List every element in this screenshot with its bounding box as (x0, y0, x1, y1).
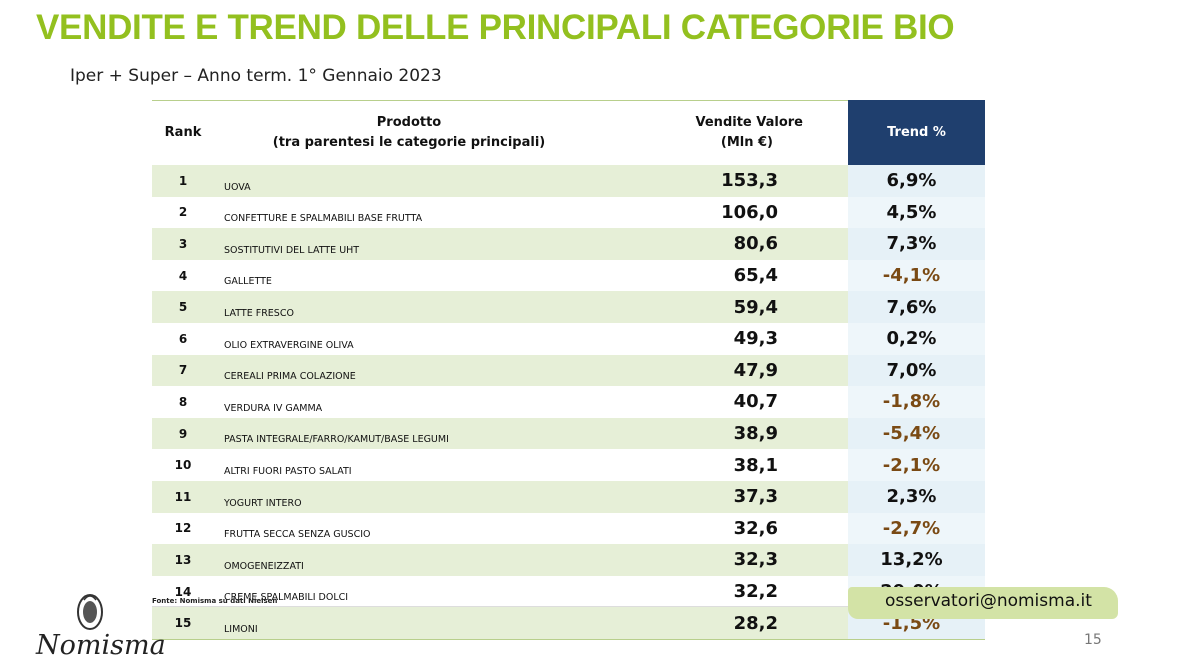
table-header-row: Rank Prodotto (tra parentesi le categori… (152, 100, 985, 165)
table-row: 8 VERDURA IV GAMMA 40,7 -1,8% (152, 386, 985, 418)
row-rank: 3 (152, 228, 214, 260)
row-rank: 6 (152, 322, 214, 355)
table-row: 6 OLIO EXTRAVERGINE OLIVA 49,3 0,2% (152, 322, 985, 355)
row-rank: 2 (152, 196, 214, 229)
row-value: 80,6 (604, 228, 848, 260)
page-subtitle: Iper + Super – Anno term. 1° Gennaio 202… (70, 66, 442, 86)
table-row: 13 OMOGENEIZZATI 32,3 13,2% (152, 544, 985, 576)
table-row: 9 PASTA INTEGRALE/FARRO/KAMUT/BASE LEGUMI… (152, 417, 985, 450)
row-value: 32,2 (604, 575, 848, 608)
table-row: 10 ALTRI FUORI PASTO SALATI 38,1 -2,1% (152, 449, 985, 481)
row-trend: 2,3% (848, 480, 985, 513)
page-title: VENDITE E TREND DELLE PRINCIPALI CATEGOR… (36, 8, 955, 47)
row-trend: 7,6% (848, 291, 985, 323)
table-row: 5 LATTE FRESCO 59,4 7,6% (152, 291, 985, 323)
row-trend: 6,9% (848, 165, 985, 197)
row-product: GALLETTE (214, 259, 604, 292)
row-product: OMOGENEIZZATI (214, 544, 604, 576)
header-value: Vendite Valore (Mln €) (604, 100, 848, 165)
row-value: 59,4 (604, 291, 848, 323)
row-value: 153,3 (604, 165, 848, 197)
table-row: 4 GALLETTE 65,4 -4,1% (152, 259, 985, 292)
row-rank: 13 (152, 544, 214, 576)
row-rank: 1 (152, 165, 214, 197)
header-product-line1: Prodotto (376, 115, 442, 130)
row-value: 37,3 (604, 480, 848, 513)
header-product: Prodotto (tra parentesi le categorie pri… (214, 100, 604, 165)
row-product: ALTRI FUORI PASTO SALATI (214, 449, 604, 481)
header-trend: Trend % (848, 100, 985, 165)
table-row: 3 SOSTITUTIVI DEL LATTE UHT 80,6 7,3% (152, 228, 985, 260)
table-row: 2 CONFETTURE E SPALMABILI BASE FRUTTA 106,… (152, 196, 985, 229)
row-product: CONFETTURE E SPALMABILI BASE FRUTTA (214, 196, 604, 229)
page-number: 15 (1084, 632, 1102, 648)
table-row: 7 CEREALI PRIMA COLAZIONE 47,9 7,0% (152, 354, 985, 387)
row-rank: 9 (152, 417, 214, 450)
row-value: 65,4 (604, 259, 848, 292)
table-row: 15 LIMONI 28,2 -1,5% (152, 607, 985, 640)
row-trend: 0,2% (848, 322, 985, 355)
row-product: LATTE FRESCO (214, 291, 604, 323)
row-value: 38,9 (604, 417, 848, 450)
nomisma-seal-icon (77, 594, 103, 630)
source-divider (152, 606, 985, 607)
row-trend: -5,4% (848, 417, 985, 450)
row-trend: -1,8% (848, 386, 985, 418)
row-product: FRUTTA SECCA SENZA GUSCIO (214, 512, 604, 545)
row-product: UOVA (214, 165, 604, 197)
row-trend: -2,7% (848, 512, 985, 545)
row-value: 32,3 (604, 544, 848, 576)
row-value: 28,2 (604, 607, 848, 640)
row-product: LIMONI (214, 607, 604, 640)
sales-table: Rank Prodotto (tra parentesi le categori… (152, 100, 985, 640)
row-value: 49,3 (604, 322, 848, 355)
header-rank: Rank (152, 100, 214, 165)
row-trend: 13,2% (848, 544, 985, 576)
table-row: 1 UOVA 153,3 6,9% (152, 165, 985, 197)
row-rank: 5 (152, 291, 214, 323)
sales-table-container: Rank Prodotto (tra parentesi le categori… (152, 100, 985, 640)
email-highlight (848, 587, 1118, 619)
row-rank: 7 (152, 354, 214, 387)
nomisma-logo-text: Nomisma (36, 630, 166, 661)
header-value-line2: (Mln €) (720, 135, 773, 150)
row-trend: 4,5% (848, 196, 985, 229)
contact-email[interactable]: osservatori@nomisma.it (885, 591, 1092, 611)
row-rank: 8 (152, 386, 214, 418)
row-trend: 7,0% (848, 354, 985, 387)
row-product: CREME SPALMABILI DOLCI (214, 575, 604, 608)
row-product: YOGURT INTERO (214, 480, 604, 513)
row-rank: 11 (152, 480, 214, 513)
row-rank: 15 (152, 607, 214, 640)
row-value: 32,6 (604, 512, 848, 545)
row-product: VERDURA IV GAMMA (214, 386, 604, 418)
row-trend: 7,3% (848, 228, 985, 260)
row-value: 106,0 (604, 196, 848, 229)
header-value-line1: Vendite Valore (695, 115, 803, 130)
row-trend: -4,1% (848, 259, 985, 292)
row-product: CEREALI PRIMA COLAZIONE (214, 354, 604, 387)
row-rank: 12 (152, 512, 214, 545)
row-value: 40,7 (604, 386, 848, 418)
row-product: SOSTITUTIVI DEL LATTE UHT (214, 228, 604, 260)
row-rank: 4 (152, 259, 214, 292)
row-product: PASTA INTEGRALE/FARRO/KAMUT/BASE LEGUMI (214, 417, 604, 450)
row-value: 47,9 (604, 354, 848, 387)
table-row: 11 YOGURT INTERO 37,3 2,3% (152, 480, 985, 513)
table-row: 12 FRUTTA SECCA SENZA GUSCIO 32,6 -2,7% (152, 512, 985, 545)
row-trend: -2,1% (848, 449, 985, 481)
row-product: OLIO EXTRAVERGINE OLIVA (214, 322, 604, 355)
row-value: 38,1 (604, 449, 848, 481)
source-note: Fonte: Nomisma su dati Nielsen (152, 597, 278, 605)
row-rank: 10 (152, 449, 214, 481)
row-rank: 14 (152, 575, 214, 608)
header-product-line2: (tra parentesi le categorie principali) (272, 135, 546, 150)
